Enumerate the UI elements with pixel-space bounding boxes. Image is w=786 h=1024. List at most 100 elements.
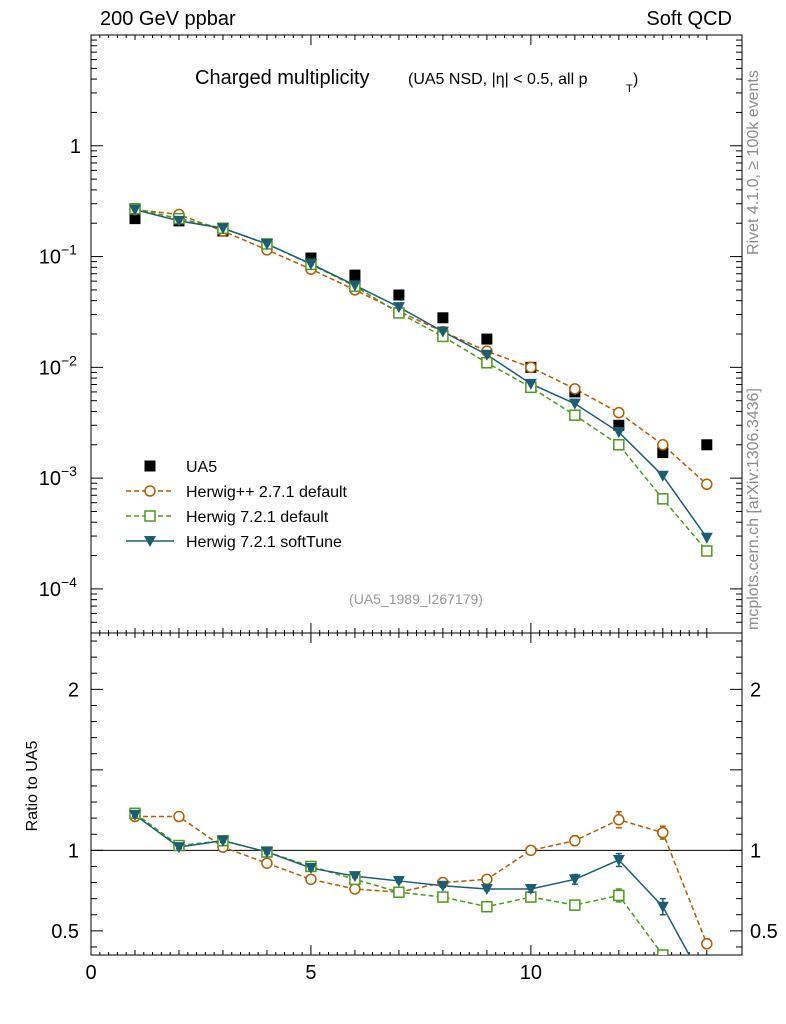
data-point-data [349, 269, 361, 281]
chart-subtitle: (UA5 NSD, |η| < 0.5, all p [408, 71, 588, 88]
ratio-point-softtune [392, 875, 405, 887]
data-point-herwig721 [569, 409, 581, 421]
data-point-softtune [524, 378, 537, 390]
y-tick-label: 1 [70, 136, 81, 158]
chart-subtitle-sub: T [626, 83, 633, 95]
ratio-point-herwig721 [702, 989, 712, 999]
y-tick-exponent: −4 [61, 574, 77, 590]
ratio-point-softtune [128, 809, 141, 821]
x-tick-label: 5 [305, 962, 316, 984]
data-point-softtune [216, 223, 229, 235]
ratio-point-herwigpp [569, 834, 581, 847]
data-point-data [305, 252, 317, 264]
ratio-point-softtune [216, 835, 229, 847]
ratio-point-herwigpp [525, 844, 537, 857]
series-line-softtune [134, 208, 708, 539]
y-tick-label: 10 [39, 357, 61, 379]
ratio-ylabel: Ratio to UA5 [24, 741, 41, 832]
ratio-point-softtune [304, 863, 317, 875]
legend-label-herwigpp: Herwig++ 2.7.1 default [186, 484, 348, 501]
ratio-point-softtune [436, 880, 449, 892]
ratio-point-herwig721 [569, 899, 581, 911]
ratio-line-softtune [134, 814, 691, 955]
ratio-y-tick-label-right: 0.5 [750, 921, 778, 943]
ratio-series-group [128, 807, 713, 999]
chart-subtitle-suffix: ) [633, 71, 638, 88]
legend-marker-data [144, 460, 156, 472]
ratio-frame [90, 632, 743, 956]
y-tick-exponent: −2 [61, 352, 77, 368]
ratio-point-softtune [524, 883, 537, 895]
ratio-point-softtune [348, 871, 361, 883]
data-point-herwigpp [613, 406, 625, 419]
legend-marker-softtune [144, 536, 156, 547]
legend-label-herwig721: Herwig 7.2.1 default [186, 509, 329, 526]
data-point-herwigpp [701, 478, 713, 491]
y-tick-label: 10 [39, 468, 61, 490]
data-point-herwig721 [657, 493, 669, 505]
data-point-data [393, 289, 405, 301]
ratio-point-herwigpp [261, 857, 273, 869]
header-left: 200 GeV ppbar [100, 8, 236, 30]
data-point-softtune [304, 258, 317, 270]
ratio-point-softtune [568, 874, 581, 886]
ratio-point-herwig721 [393, 886, 405, 898]
ratio-point-softtune [480, 883, 493, 895]
data-point-herwigpp [657, 439, 669, 451]
main-series-group [128, 203, 713, 557]
ratio-point-herwig721 [481, 900, 493, 913]
legend-marker-herwig721 [144, 510, 156, 522]
data-point-data [701, 439, 713, 451]
y-tick-label: 10 [39, 247, 61, 269]
data-point-softtune [436, 326, 449, 338]
data-point-data [437, 312, 449, 324]
data-point-softtune [656, 470, 669, 482]
ratio-point-herwigpp [349, 883, 361, 895]
legend-marker-herwigpp [144, 485, 156, 497]
ratio-point-softtune [172, 842, 185, 854]
ratio-point-herwigpp [481, 873, 493, 886]
ratio-point-softtune [701, 982, 713, 993]
data-point-softtune [612, 427, 625, 439]
data-point-softtune [128, 204, 141, 216]
series-line-herwigpp [134, 208, 708, 485]
data-point-softtune [260, 238, 273, 250]
data-point-herwigpp [525, 361, 537, 374]
ratio-point-herwig721 [613, 889, 625, 902]
ratio-y-tick-label-right: 2 [750, 679, 761, 701]
ratio-point-herwig721 [657, 949, 669, 955]
data-point-softtune [392, 302, 405, 314]
ratio-point-softtune [260, 846, 273, 858]
data-point-data [613, 419, 625, 431]
legend-label-data: UA5 [186, 459, 217, 476]
data-point-data [481, 333, 493, 345]
data-point-softtune [480, 349, 493, 361]
data-point-herwigpp [569, 383, 581, 395]
ratio-point-herwigpp [701, 937, 713, 950]
ratio-point-herwigpp [613, 814, 625, 826]
x-tick-label: 10 [520, 962, 542, 984]
ratio-y-tick-label: 1 [68, 840, 79, 862]
legend-label-softtune: Herwig 7.2.1 softTune [186, 534, 342, 551]
data-point-softtune [348, 280, 361, 292]
ratio-point-softtune [656, 901, 669, 913]
data-point-data [129, 213, 141, 225]
ratio-y-tick-label-right: 1 [750, 840, 761, 862]
ratio-y-tick-label: 0.5 [51, 921, 79, 943]
data-point-data [657, 447, 669, 459]
data-point-herwig721 [613, 439, 625, 451]
y-tick-exponent: −1 [61, 242, 77, 258]
ratio-point-herwigpp [173, 810, 185, 823]
analysis-watermark: (UA5_1989_I267179) [349, 591, 483, 607]
ratio-point-softtune [612, 855, 625, 867]
data-point-softtune [568, 398, 581, 410]
header-right: Soft QCD [646, 8, 732, 30]
y-tick-label: 10 [39, 579, 61, 601]
data-point-herwig721 [701, 545, 713, 557]
ratio-line-herwigpp [134, 815, 708, 945]
chart-title: Charged multiplicity [195, 67, 370, 89]
ratio-y-tick-label: 2 [68, 679, 79, 701]
data-point-softtune [172, 215, 185, 227]
y-tick-exponent: −3 [61, 463, 77, 479]
